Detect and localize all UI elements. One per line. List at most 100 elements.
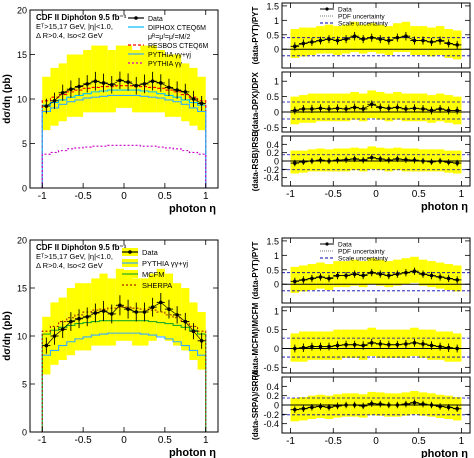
legend-label: Data [142, 248, 159, 257]
data-point [412, 400, 417, 405]
data-point [93, 79, 98, 83]
data-point [404, 34, 408, 39]
x-tick-label: 0 [121, 435, 127, 446]
data-point [126, 307, 130, 311]
data-point [378, 402, 383, 406]
y-tick-label: 0.2 [266, 148, 279, 158]
data-point [191, 97, 196, 101]
y-tick-label: 15 [17, 284, 27, 294]
data-point [438, 159, 442, 163]
data-point [344, 37, 348, 41]
data-point [344, 403, 348, 407]
panel-top-r3 [281, 135, 471, 187]
data-point [69, 87, 73, 92]
data-point [429, 40, 434, 44]
data-point [318, 38, 323, 43]
data-point [142, 82, 147, 86]
data-point [387, 38, 391, 43]
data-point [52, 334, 57, 338]
data-point [352, 342, 357, 347]
y-axis-label: (data-MCFM)/MCFM [251, 302, 260, 377]
data-point [438, 275, 442, 279]
y-tick-label: 0.5 [266, 325, 279, 335]
data-point [301, 406, 306, 411]
data-point [310, 276, 314, 281]
data-point [361, 158, 365, 162]
data-point [335, 38, 340, 43]
info-text: CDF II Diphoton 9.5 fb⁻¹ [36, 13, 127, 22]
y-tick-label: 0.5 [266, 265, 279, 275]
data-point [412, 158, 417, 162]
y-axis-label: (data-PYT)/PYT [251, 241, 260, 299]
data-point [44, 343, 49, 348]
y-tick-label: 0 [274, 45, 279, 55]
data-point [150, 305, 155, 310]
data-point [167, 307, 171, 311]
legend-label: PYTHIA γγ+γj [142, 259, 188, 268]
data-point [293, 161, 297, 165]
panel-bot-r2 [281, 306, 471, 374]
y-tick-label: 0.5 [266, 30, 279, 40]
y-tick-label: 10 [17, 332, 27, 342]
y-tick-label: -0.4 [263, 173, 279, 183]
theory-curve [41, 320, 207, 432]
data-point [175, 313, 179, 317]
legend-label: Data [148, 16, 163, 23]
data-point [387, 273, 391, 278]
data-point [378, 105, 383, 110]
data-point [438, 107, 442, 111]
data-point [134, 83, 139, 88]
data-point [310, 107, 314, 111]
y-tick-label: 1.5 [266, 236, 279, 246]
x-tick-label: -1 [286, 189, 295, 200]
data-point [344, 157, 348, 162]
data-point [109, 82, 114, 87]
y-axis-label: (data-PYT)/PYT [251, 6, 260, 64]
data-point [77, 84, 81, 89]
x-tick-label: 0 [373, 436, 379, 447]
data-point [446, 41, 451, 46]
data-point [395, 403, 400, 407]
x-tick-label: -0.5 [75, 191, 93, 202]
data-point [60, 90, 65, 95]
data-point [369, 102, 374, 107]
data-point [310, 405, 314, 410]
legend-label: MCFM [142, 270, 165, 279]
data-point [352, 272, 357, 276]
data-point [378, 37, 383, 41]
y-tick-label: 5 [22, 380, 27, 390]
data-point [429, 160, 434, 164]
y-tick-label: 1 [274, 306, 279, 316]
y-tick-label: 0 [22, 184, 27, 194]
info-text: Δ R>0.4, Iso<2 GeV [36, 261, 103, 270]
y-tick-label: 20 [17, 6, 27, 16]
x-tick-label: 0.5 [158, 191, 172, 202]
legend-label: PDF uncertainty [338, 249, 385, 256]
data-point [455, 406, 459, 411]
data-point [301, 107, 306, 111]
data-point [412, 38, 417, 43]
data-point [293, 407, 297, 412]
x-axis-label: photon η [169, 203, 216, 215]
legend-label: SHERPA [142, 281, 172, 290]
x-axis-label: photon η [421, 448, 468, 458]
data-point [438, 38, 442, 43]
data-point [429, 273, 434, 278]
data-point [69, 319, 73, 324]
data-point [335, 158, 340, 162]
data-point [335, 404, 340, 408]
y-tick-label: 0 [274, 157, 279, 167]
theory-curve [41, 144, 207, 188]
data-point [293, 279, 297, 284]
y-tick-label: 1 [274, 77, 279, 87]
data-point [421, 107, 425, 111]
data-point [421, 402, 425, 406]
data-point [404, 270, 408, 275]
data-point [199, 339, 204, 343]
data-point [301, 41, 306, 46]
theory-curve [41, 94, 207, 188]
data-point [183, 90, 188, 94]
data-point [395, 157, 400, 161]
y-tick-label: -0.5 [263, 363, 279, 373]
legend-label: Scale uncertainty [338, 256, 389, 263]
